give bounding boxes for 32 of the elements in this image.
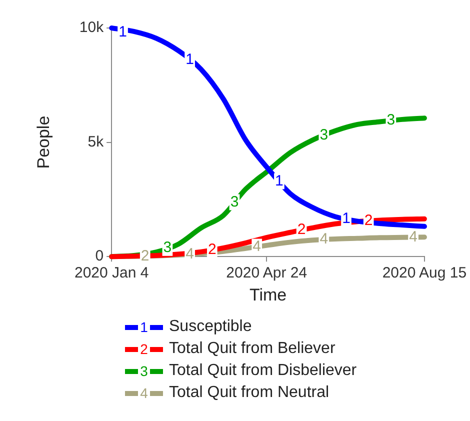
y-axis-title: People [34,116,53,169]
text: 3 [140,363,148,379]
legend-label: Total Quit from Believer [169,340,336,358]
text: 4 [140,385,148,401]
annotation: 3 [320,126,328,144]
annotation: 2 [297,221,306,238]
annotation: 1 [342,210,350,228]
x-tick-label: 2020 Apr 24 [226,264,308,282]
y-tick-label: 5k [88,133,104,150]
annotation: 1 [186,51,194,68]
annotation: 3 [230,193,239,210]
annotation: 2 [364,212,373,230]
annotation: 4 [252,238,262,255]
annotation: 4 [409,228,418,246]
y-tick-label: 10k [79,19,104,36]
annotation: 3 [386,112,396,129]
annotation: 4 [186,245,194,262]
annotation: 3 [163,239,172,256]
legend-label: Total Quit from Neutral [169,384,330,402]
text: 2 [140,341,148,357]
annotation: 1 [275,172,284,190]
x-axis-title: Time [249,285,287,304]
legend-label: Susceptible [169,318,252,336]
annotation: 2 [208,240,216,258]
x-tick-label: 2020 Jan 4 [74,264,149,282]
legend-label: Total Quit from Disbeliever [169,362,357,380]
text: 1 [140,319,148,335]
annotation: 2 [140,248,150,265]
annotation: 4 [320,230,328,248]
x-tick-label: 2020 Aug 15 [382,264,467,282]
annotation: 1 [118,24,127,41]
y-tick-label: 0 [95,248,104,265]
